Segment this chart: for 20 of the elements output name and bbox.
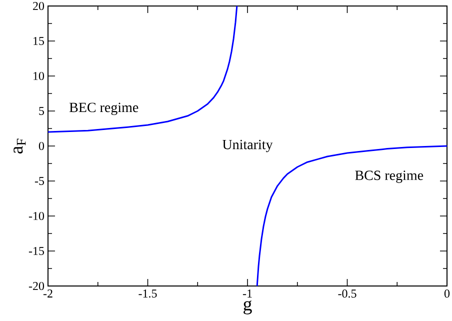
y-tick-label: -20 [28,282,44,290]
x-tick-label: -1 [242,290,252,298]
x-tick-label: 0 [444,290,450,298]
y-tick-label: 20 [33,2,44,10]
y-tick-label: 15 [34,36,44,46]
y-tick-label: 0 [38,142,44,150]
line-series [48,6,238,133]
x-tick-label: -1.5 [138,290,157,298]
y-axis-title: a$_{F}$ [14,138,26,154]
x-tick-label: -2 [43,290,52,298]
annotation: Unitarity [222,140,273,152]
annotation: BCS regime [355,170,424,183]
x-tick-label: -0.5 [338,290,356,298]
x-axis-title: g [244,300,252,314]
y-tick-label: -15 [28,246,44,256]
y-tick-label: 5 [39,107,44,115]
y-tick-label: -10 [28,212,44,220]
y-tick-label: 10 [34,72,44,80]
annotation: BEC regime [69,102,138,116]
y-tick-label: -5 [34,177,44,185]
